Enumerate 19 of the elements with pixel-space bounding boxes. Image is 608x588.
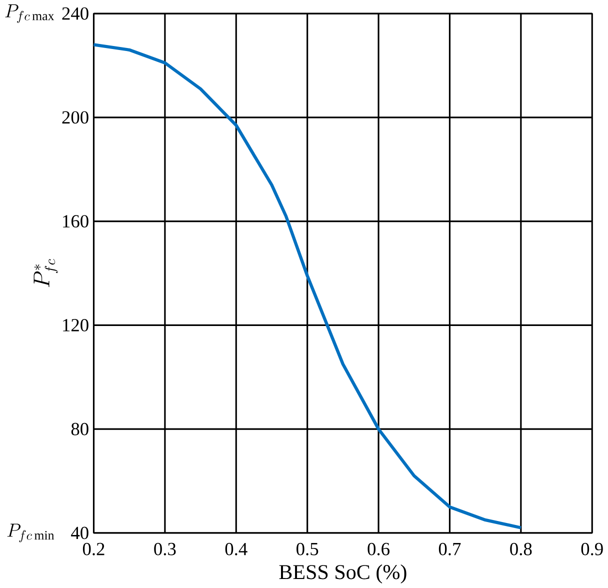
y-tick-label: 80 [71, 422, 88, 436]
y-tick-label: 240 [62, 7, 88, 20]
y-tick-label: 120 [63, 319, 88, 332]
x-tick-label: 0.5 [296, 542, 318, 556]
x-tick-label: 0.2 [82, 542, 104, 556]
text: $P_{fc\min}$ [7, 524, 54, 542]
text: $P_{fc\max}$ [5, 4, 54, 23]
x-axis-title: BESS SoC (%) [279, 564, 406, 584]
y-tick-label: 200 [62, 111, 88, 124]
x-tick-label: 0.6 [368, 542, 390, 556]
x-tick-label: 0.9 [581, 542, 603, 556]
y-tick-label: 40 [71, 526, 88, 540]
y-axis-title: $P^{*}_{fc}$ [34, 259, 58, 288]
x-tick-label: 0.3 [154, 542, 176, 556]
x-tick-label: 0.4 [225, 542, 248, 556]
x-tick-label: 0.8 [510, 542, 532, 556]
line-series [92, 43, 522, 530]
x-tick-label: 0.7 [438, 542, 461, 556]
y-tick-label: 160 [63, 215, 88, 228]
